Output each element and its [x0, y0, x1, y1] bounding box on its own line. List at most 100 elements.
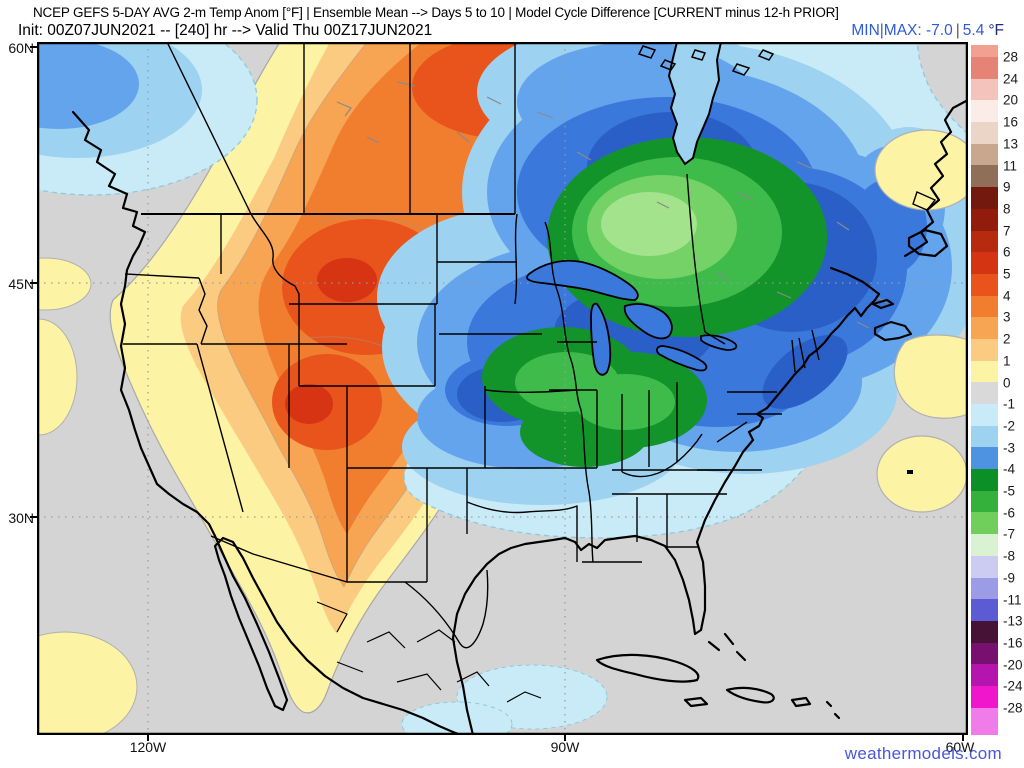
colorbar-label: -8	[1003, 548, 1016, 564]
colorbar-cell	[971, 642, 998, 665]
watermark: weathermodels.com	[844, 744, 1002, 763]
init-valid-line: Init: 00Z07JUN2021 -- [240] hr --> Valid…	[18, 22, 433, 39]
canada-lakes-squiggles	[336, 81, 888, 329]
colorbar-label: -1	[1003, 396, 1016, 412]
colorbar-cell	[971, 45, 998, 57]
colorbar-labels: 28 24 20 16 13 11 9 8 7 6 5 4 3 2 1 0 -1 -2 -3 -4 -5 -6 -7 -8 -9…	[1003, 45, 1024, 745]
minmax-readout: MIN|MAX: -7.0 | 5.4 °F	[851, 22, 1004, 40]
colorbar-cell	[971, 599, 998, 621]
colorbar-cell	[971, 78, 998, 101]
colorbar-cell	[971, 317, 998, 339]
colorbar-label: -5	[1003, 483, 1016, 499]
colorbar-label: 7	[1003, 223, 1011, 239]
colorbar-label: -20	[1003, 657, 1023, 673]
arctic-islands	[637, 45, 775, 76]
colorbar-cell	[971, 143, 998, 166]
political-borders	[123, 42, 820, 649]
colorbar-label: 4	[1003, 288, 1011, 304]
colorbar-cell	[971, 252, 998, 274]
colorbar-cell	[971, 685, 998, 708]
colorbar-label: -24	[1003, 678, 1023, 694]
pacific-nw-cool-blob	[37, 42, 258, 196]
mexico-state-borders	[316, 601, 542, 703]
colorbar-cell	[971, 447, 998, 470]
colorbar-label: 2	[1003, 331, 1011, 347]
graticule	[37, 42, 968, 735]
colorbar-cell	[971, 425, 998, 448]
bermuda-island	[907, 470, 913, 474]
great-lakes	[526, 259, 738, 376]
colorbar-cell	[971, 555, 998, 578]
colorbar-label: 11	[1003, 158, 1018, 173]
colorbar-cell	[971, 165, 998, 188]
lon-tick-120w	[147, 733, 149, 741]
colorbar-label: 5	[1003, 266, 1011, 282]
min-value: -7.0	[926, 22, 953, 39]
colorbar-label: -7	[1003, 526, 1016, 542]
colorbar-cell	[971, 664, 998, 686]
colorbar-label: 13	[1003, 136, 1019, 152]
temp-anomaly-map	[37, 42, 968, 735]
colorbar-label: 8	[1003, 201, 1011, 217]
colorbar-label: 1	[1003, 353, 1011, 369]
coastlines	[71, 98, 968, 735]
colorbar-label: -16	[1003, 635, 1023, 651]
lon-tick-90w	[564, 733, 566, 741]
colorbar-cell	[971, 295, 998, 318]
colorbar-label: 16	[1003, 114, 1019, 130]
colorbar-cell	[971, 512, 998, 535]
minmax-separator: |	[955, 22, 960, 39]
colorbar-cell	[971, 208, 998, 231]
colorbar-cell	[971, 360, 998, 383]
colorbar-label: -13	[1003, 613, 1023, 629]
yucatan-cool-patch	[401, 664, 608, 735]
colorbar-label: -4	[1003, 461, 1016, 477]
colorbar-label: -28	[1003, 700, 1023, 716]
colorbar-cell	[971, 707, 998, 735]
colorbar-label: -3	[1003, 440, 1016, 456]
map-frame	[37, 42, 968, 735]
colorbar-cell	[971, 338, 998, 361]
page-title: NCEP GEFS 5-DAY AVG 2-m Temp Anom [°F] |…	[33, 5, 839, 20]
lat-label-45n: 45N	[8, 276, 34, 292]
colorbar-label: 20	[1003, 92, 1019, 108]
colorbar-cell	[971, 577, 998, 600]
cool-core-ontario	[547, 137, 827, 337]
colorbar-cell	[971, 122, 998, 144]
colorbar-label: -9	[1003, 570, 1016, 586]
lat-label-60n: 60N	[8, 40, 34, 56]
colorbar-cell	[971, 469, 998, 491]
max-value: 5.4	[962, 22, 985, 39]
lat-label-30n: 30N	[8, 510, 34, 526]
colorbar-cell	[971, 534, 998, 556]
minmax-label: MIN|MAX:	[851, 22, 922, 39]
colorbar-label: 28	[1003, 49, 1019, 65]
colorbar-label: -6	[1003, 505, 1016, 521]
lon-label-90w: 90W	[550, 739, 580, 755]
lon-tick-60w	[962, 733, 964, 741]
colorbar-label: 0	[1003, 375, 1011, 390]
colorbar-cell	[971, 490, 998, 513]
colorbar-label: 9	[1003, 179, 1011, 195]
colorbar-label: 6	[1003, 244, 1011, 260]
colorbar-cell	[971, 404, 998, 426]
lat-tick-60n	[30, 46, 38, 48]
colorbar-cells	[971, 45, 998, 735]
lon-label-120w: 120W	[129, 739, 167, 755]
lat-tick-30n	[30, 516, 38, 518]
pacific-warm-patches	[37, 257, 138, 735]
colorbar-cell	[971, 100, 998, 123]
colorbar-label: 24	[1003, 71, 1019, 87]
colorbar-cell	[971, 187, 998, 209]
colorbar-cell	[971, 230, 998, 253]
colorbar-label: 3	[1003, 309, 1011, 325]
colorbar-cell	[971, 273, 998, 296]
colorbar-cell	[971, 57, 998, 79]
minmax-unit: °F	[988, 22, 1004, 39]
colorbar-label: -2	[1003, 418, 1016, 434]
lon-label-60w: 60W	[945, 739, 975, 755]
lat-tick-45n	[30, 282, 38, 284]
colorbar-cell	[971, 620, 998, 643]
map-canvas	[37, 42, 968, 735]
